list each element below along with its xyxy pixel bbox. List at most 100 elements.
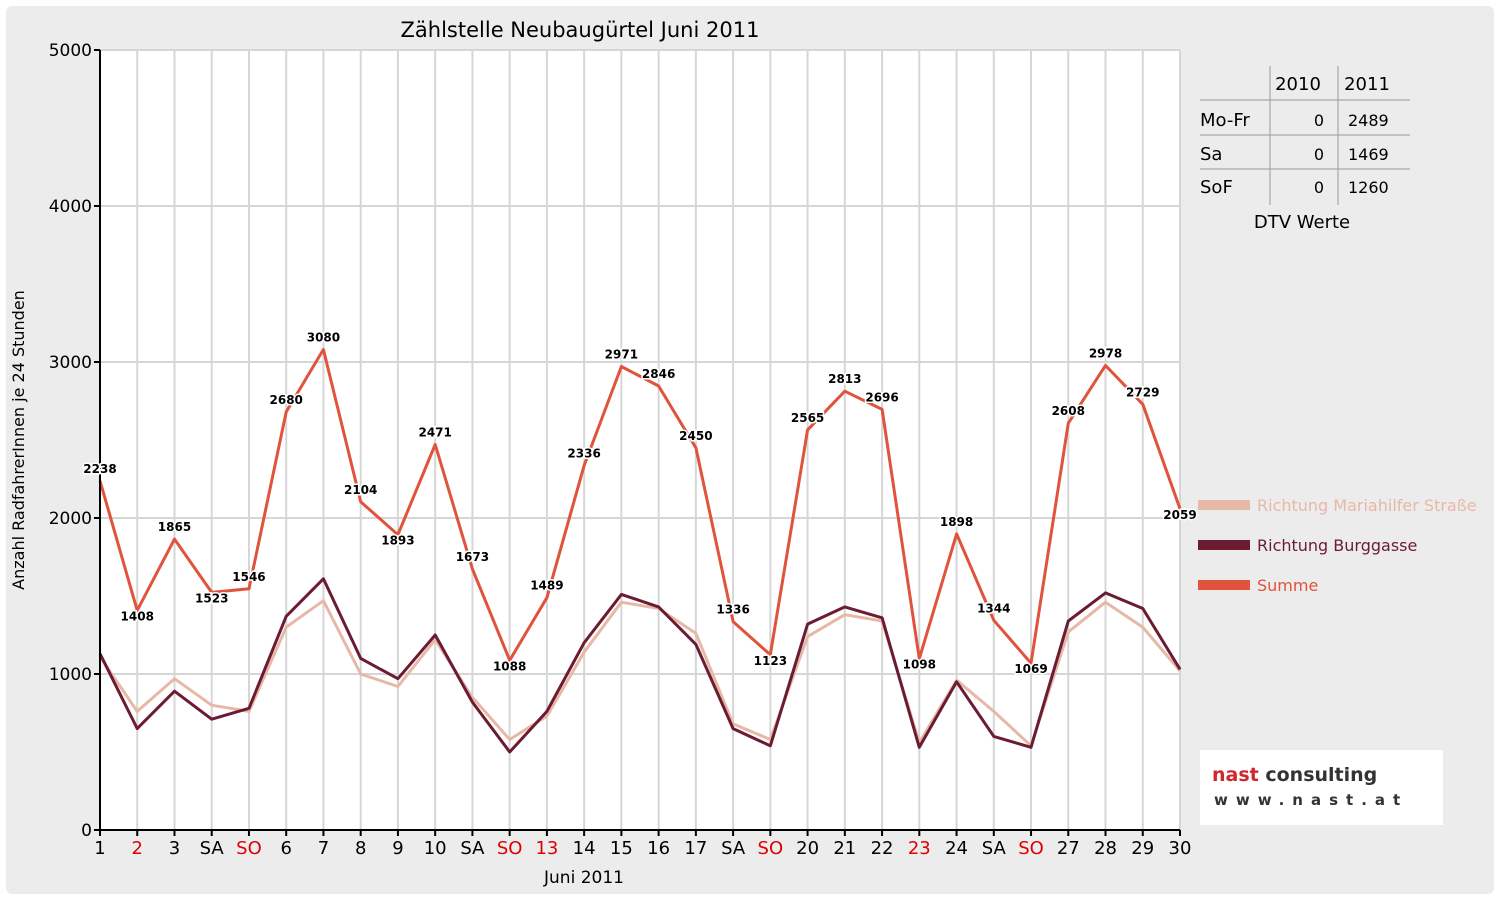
x-tick-label: 6 <box>280 838 291 859</box>
data-label: 2608 <box>1052 404 1085 418</box>
dtv-table: 2010 2011 Mo-Fr 0 2489 Sa 0 1469 SoF 0 1… <box>1200 66 1410 233</box>
data-label: 2813 <box>828 372 861 386</box>
dtv-header-2010: 2010 <box>1275 74 1321 95</box>
dtv-value: 0 <box>1314 178 1324 197</box>
nast-consulting-logo: nast consulting www.nast.at <box>1200 750 1443 825</box>
x-tick-label: 13 <box>535 838 558 859</box>
logo-accent: nast <box>1212 764 1259 786</box>
data-label: 1408 <box>121 609 154 623</box>
x-tick-label: SO <box>758 838 784 859</box>
x-tick-label: 20 <box>796 838 819 859</box>
x-tick-label: SO <box>1018 838 1044 859</box>
x-tick-label: 9 <box>392 838 403 859</box>
x-tick-label: SA <box>721 838 746 859</box>
grid <box>100 49 1181 830</box>
data-label: 2846 <box>642 367 675 381</box>
data-label: 1069 <box>1014 662 1047 676</box>
data-label: 3080 <box>307 331 340 345</box>
x-axis-label: Juni 2011 <box>543 868 624 888</box>
x-tick-label: 30 <box>1169 838 1192 859</box>
legend: Richtung Mariahilfer Straße Richtung Burg… <box>1198 496 1477 595</box>
y-tick-label: 3000 <box>49 353 92 373</box>
x-tick-label: SA <box>982 838 1007 859</box>
data-label: 1898 <box>940 515 973 529</box>
legend-label: Richtung Mariahilfer Straße <box>1257 496 1477 515</box>
legend-swatch <box>1198 580 1250 590</box>
series-line <box>98 577 1182 754</box>
dtv-row-label: SoF <box>1200 177 1233 198</box>
x-tick-label: 28 <box>1094 838 1117 859</box>
data-label: 2971 <box>605 348 638 362</box>
data-label: 2471 <box>418 426 451 440</box>
x-tick-label: 3 <box>169 838 180 859</box>
dtv-value: 0 <box>1314 145 1324 164</box>
data-label: 2336 <box>567 447 600 461</box>
y-tick-label: 1000 <box>49 665 92 685</box>
series-line <box>98 348 1182 665</box>
x-tick-label: 29 <box>1131 838 1154 859</box>
x-tick-label: 22 <box>871 838 894 859</box>
dtv-value: 1260 <box>1348 178 1389 197</box>
legend-label: Summe <box>1257 576 1318 595</box>
x-tick-label: 21 <box>833 838 856 859</box>
x-tick-label: 16 <box>647 838 670 859</box>
x-tick-label: SO <box>497 838 523 859</box>
data-labels: 2238 1408 1865 1523 1546 2680 3080 2104 1893 2471… <box>82 329 1198 678</box>
data-label: 2978 <box>1089 346 1122 360</box>
x-tick-label: SO <box>236 838 262 859</box>
series-lines <box>98 348 1182 754</box>
dtv-row-label: Sa <box>1200 144 1222 165</box>
plot-area <box>100 50 1180 830</box>
x-tick-label: 10 <box>424 838 447 859</box>
dtv-header-2011: 2011 <box>1344 74 1390 95</box>
x-tick-label: 8 <box>355 838 366 859</box>
data-label: 1344 <box>977 601 1010 615</box>
dtv-caption: DTV Werte <box>1254 212 1350 233</box>
dtv-value: 0 <box>1314 111 1324 130</box>
data-label: 2680 <box>270 393 303 407</box>
legend-label: Richtung Burggasse <box>1257 536 1417 555</box>
y-tick-label: 0 <box>81 821 92 841</box>
data-label: 1123 <box>754 654 787 668</box>
y-tick-label: 4000 <box>49 197 92 217</box>
data-label: 2729 <box>1126 385 1159 399</box>
data-label: 1893 <box>381 534 414 548</box>
x-tick-label: 17 <box>684 838 707 859</box>
data-label: 1336 <box>716 603 749 617</box>
dtv-row-label: Mo-Fr <box>1200 110 1250 131</box>
dtv-value: 2489 <box>1348 111 1389 130</box>
x-tick-label: SA <box>200 838 225 859</box>
data-label: 2238 <box>83 462 116 476</box>
data-label: 1489 <box>530 579 563 593</box>
data-label: 2104 <box>344 483 377 497</box>
data-label: 1673 <box>456 550 489 564</box>
data-label: 1523 <box>195 591 228 605</box>
legend-swatch <box>1198 540 1250 550</box>
y-tick-label: 5000 <box>49 41 92 61</box>
dtv-value: 1469 <box>1348 145 1389 164</box>
y-axis-label: Anzahl RadfahrerInnen je 24 Stunden <box>9 290 28 590</box>
series-line <box>98 599 1182 748</box>
x-tick-label: 23 <box>908 838 931 859</box>
x-tick-label: 24 <box>945 838 968 859</box>
data-label: 1088 <box>493 659 526 673</box>
chart-title: Zählstelle Neubaugürtel Juni 2011 <box>401 18 760 42</box>
data-label: 1098 <box>903 658 936 672</box>
data-label: 2450 <box>679 429 712 443</box>
logo-url: www.nast.at <box>1214 791 1409 809</box>
x-tick-label: 7 <box>318 838 329 859</box>
x-tick-label: SA <box>460 838 485 859</box>
x-tick-label: 1 <box>94 838 105 859</box>
data-label: 1865 <box>158 520 191 534</box>
axes <box>94 49 1181 836</box>
data-label: 2565 <box>791 411 824 425</box>
logo-rest: consulting <box>1258 764 1378 786</box>
x-tick-label: 2 <box>132 838 143 859</box>
x-tick-label: 15 <box>610 838 633 859</box>
data-label: 2059 <box>1163 508 1196 522</box>
x-tick-label: 27 <box>1057 838 1080 859</box>
data-label: 1546 <box>232 570 265 584</box>
data-label: 2696 <box>865 390 898 404</box>
